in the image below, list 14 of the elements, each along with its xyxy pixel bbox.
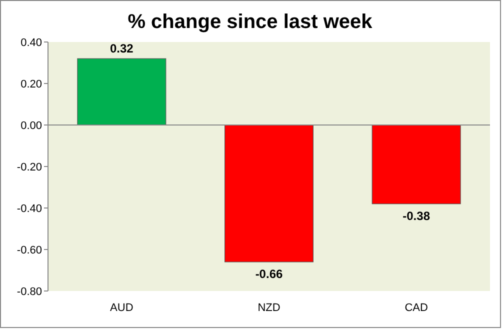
y-tick-label: 0.00 bbox=[20, 120, 42, 132]
y-tick-label: -0.20 bbox=[16, 161, 42, 174]
y-tick-label: -0.60 bbox=[16, 244, 42, 256]
x-tick-label: CAD bbox=[404, 302, 428, 314]
y-tick-label: -0.80 bbox=[16, 286, 42, 298]
chart-title: % change since last week bbox=[128, 11, 374, 33]
data-label: 0.32 bbox=[110, 42, 134, 56]
y-tick-label: 0.40 bbox=[20, 36, 42, 49]
y-tick-label: -0.40 bbox=[16, 202, 42, 215]
x-tick-label: AUD bbox=[110, 302, 134, 314]
y-tick-label: 0.20 bbox=[20, 78, 42, 90]
x-tick-label: NZD bbox=[258, 302, 280, 314]
data-label: -0.38 bbox=[402, 208, 430, 223]
data-label: -0.66 bbox=[255, 266, 283, 281]
